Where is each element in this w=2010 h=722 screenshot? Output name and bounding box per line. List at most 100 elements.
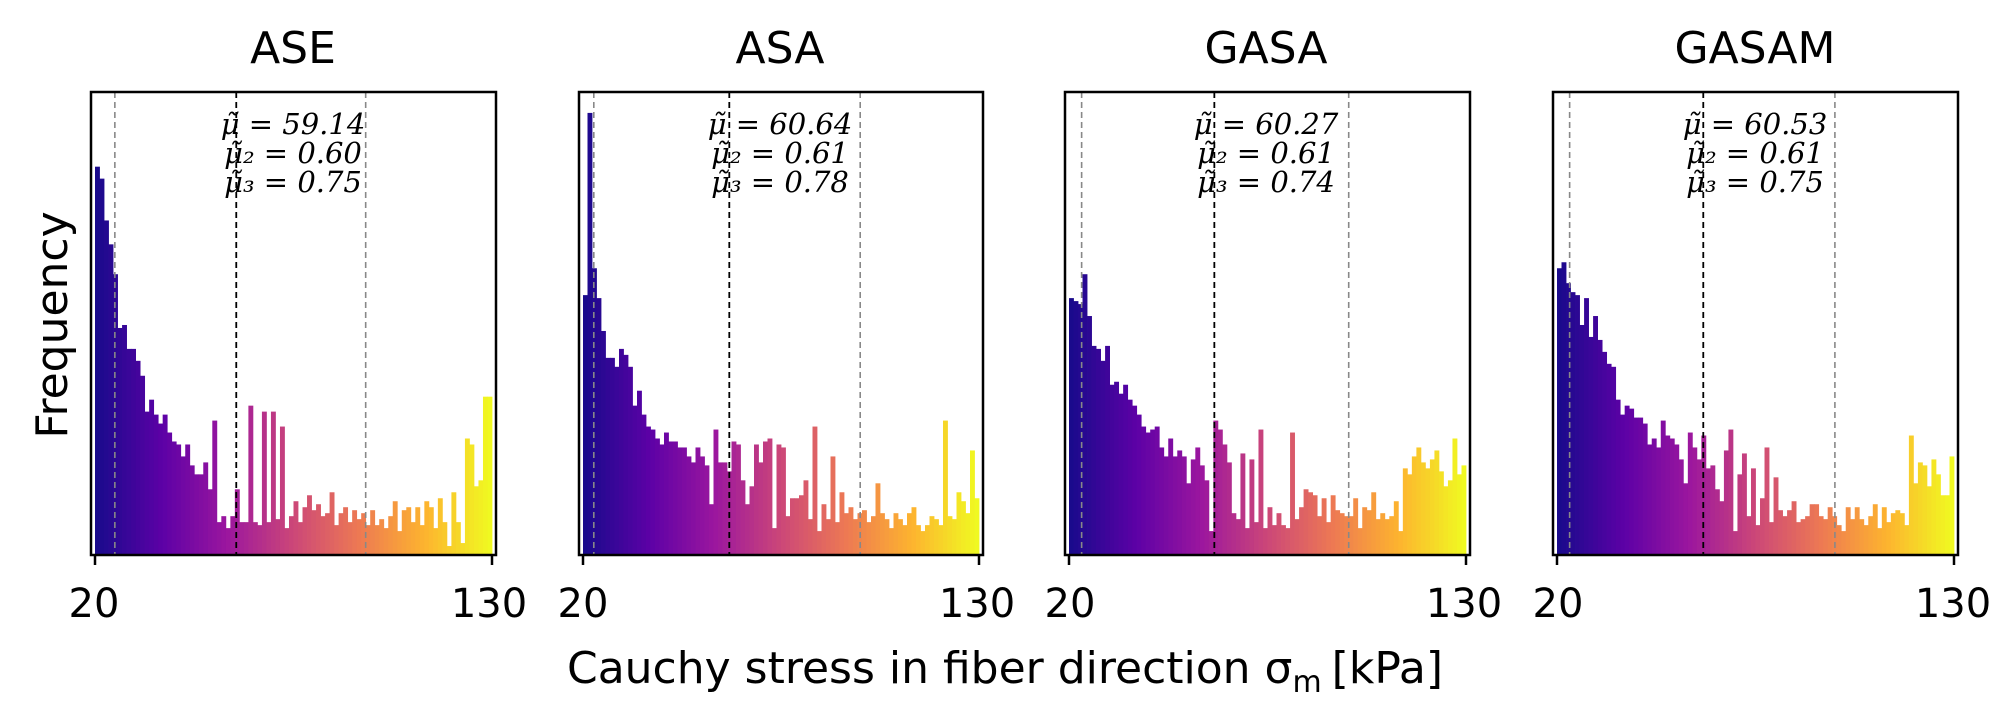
histogram-bar-asa [835, 522, 840, 555]
histogram-bar-ase [284, 528, 290, 555]
histogram-bar-gasa [1366, 510, 1372, 555]
histogram-bar-asa [704, 465, 710, 555]
histogram-bar-gasam [1872, 504, 1878, 555]
x-tick-130-ase: 130 [451, 581, 527, 627]
histogram-bar-ase [144, 411, 150, 555]
plot-frame-gasam [1551, 90, 1960, 557]
histogram-bar-gasam [1660, 420, 1666, 555]
histogram-bar-gasam [1638, 417, 1644, 555]
histogram-bar-ase [104, 220, 109, 555]
histogram-bar-gasa [1321, 498, 1327, 555]
histogram-bar-asa [637, 390, 642, 555]
histogram-bar-asa [911, 507, 917, 555]
histogram-bar-asa [722, 462, 728, 555]
histogram-bar-gasam [1895, 510, 1901, 555]
histogram-bar-ase [108, 244, 114, 555]
histogram-bar-ase [95, 166, 100, 555]
histogram-bar-asa [695, 447, 701, 555]
histogram-bar-ase [180, 456, 186, 555]
histogram-bar-asa [943, 420, 948, 555]
histogram-bar-gasam [1854, 507, 1860, 555]
histogram-bar-ase [352, 510, 358, 555]
histogram-bar-gasa [1447, 480, 1453, 555]
histogram-bar-gasa [1213, 420, 1219, 555]
histogram-bar-asa [884, 519, 890, 555]
histogram-bar-gasam [1886, 522, 1892, 555]
histogram-bar-gasa [1456, 474, 1462, 555]
histogram-bar-asa [673, 441, 678, 555]
stat-mean2-asa: μ̃₂ = 0.61 [711, 136, 849, 170]
histogram-bar-gasam [1566, 283, 1571, 555]
histogram-bar-asa [947, 516, 953, 555]
histogram-bar-gasa [1082, 274, 1088, 555]
histogram-bar-ase [149, 399, 155, 555]
histogram-bar-gasa [1262, 528, 1268, 555]
histogram-bar-gasam [1922, 465, 1928, 555]
histogram-bar-gasa [1326, 522, 1332, 555]
histogram-bar-gasa [1380, 513, 1386, 555]
histogram-bar-ase [487, 396, 493, 555]
histogram-bar-ase [275, 519, 281, 555]
histogram-bar-asa [875, 483, 881, 555]
histogram-bar-ase [433, 528, 439, 555]
histogram-bar-asa [817, 531, 822, 555]
panel-ase: ASE μ̃ = 59.14 μ̃₂ = 0.60 μ̃₃ = 0.75 20 … [69, 23, 528, 627]
histogram-bar-gasam [1669, 438, 1675, 555]
histogram-bar-ase [198, 474, 204, 555]
histogram-bar-gasam [1863, 525, 1869, 555]
histogram-bar-ase [478, 480, 484, 555]
histogram-bar-asa [790, 498, 795, 555]
x-axis-label-subscript: m [1292, 665, 1321, 700]
histogram-bar-gasa [1163, 456, 1169, 555]
histogram-bar-gasam [1787, 510, 1792, 555]
plot-frame-gasa [1063, 90, 1472, 557]
histogram-bar-asa [619, 348, 624, 555]
histogram-bar-gasam [1764, 447, 1770, 555]
histogram-bar-gasa [1429, 459, 1435, 555]
histogram-bar-asa [916, 525, 921, 555]
histogram-bar-asa [920, 531, 926, 555]
histogram-bar-ase [428, 507, 434, 555]
histogram-bar-gasa [1141, 426, 1147, 555]
histogram-bar-gasam [1868, 516, 1874, 555]
histogram-bar-gasa [1222, 444, 1228, 555]
histogram-bar-gasa [1240, 453, 1246, 555]
histogram-bar-ase [257, 525, 263, 555]
histogram-bar-ase [397, 531, 403, 555]
histogram-bar-gasam [1656, 447, 1662, 555]
histogram-bar-ase [320, 516, 326, 555]
histogram-bar-gasa [1100, 360, 1106, 555]
histogram-bar-asa [965, 513, 971, 555]
histogram-bar-asa [970, 450, 975, 555]
histogram-bar-gasa [1177, 450, 1183, 555]
histogram-bar-gasam [1629, 408, 1635, 555]
histogram-bar-asa [614, 366, 620, 555]
histogram-bar-ase [451, 492, 457, 555]
histogram-bar-gasa [1416, 447, 1422, 555]
histogram-bar-gasam [1805, 516, 1811, 555]
histogram-bar-gasam [1611, 366, 1617, 555]
histogram-bar-asa [601, 330, 606, 555]
histogram-bar-gasa [1384, 519, 1390, 555]
x-tick-20-ase: 20 [69, 581, 120, 627]
histogram-bar-asa [763, 441, 768, 555]
histogram-bar-asa [587, 112, 593, 555]
histogram-bar-gasa [1393, 501, 1399, 555]
histogram-bar-gasa [1402, 468, 1408, 555]
histogram-bar-asa [686, 456, 692, 555]
histogram-bar-ase [225, 528, 231, 555]
histogram-bar-gasa [1109, 384, 1115, 555]
histogram-bar-ase [442, 522, 448, 555]
histogram-bar-gasam [1696, 459, 1702, 555]
histogram-bar-asa [659, 444, 665, 555]
histogram-bar-gasam [1809, 504, 1815, 555]
histogram-bar-gasam [1877, 528, 1883, 555]
panel-title-gasa: GASA [1204, 23, 1327, 74]
histogram-bar-gasa [1235, 519, 1241, 555]
stat-mean-asa: μ̃ = 60.64 [708, 107, 853, 141]
histogram-bar-ase [311, 510, 317, 555]
histogram-bar-gasam [1949, 456, 1955, 555]
histogram-bar-gasam [1678, 459, 1684, 555]
histogram-bar-gasam [1823, 519, 1829, 555]
